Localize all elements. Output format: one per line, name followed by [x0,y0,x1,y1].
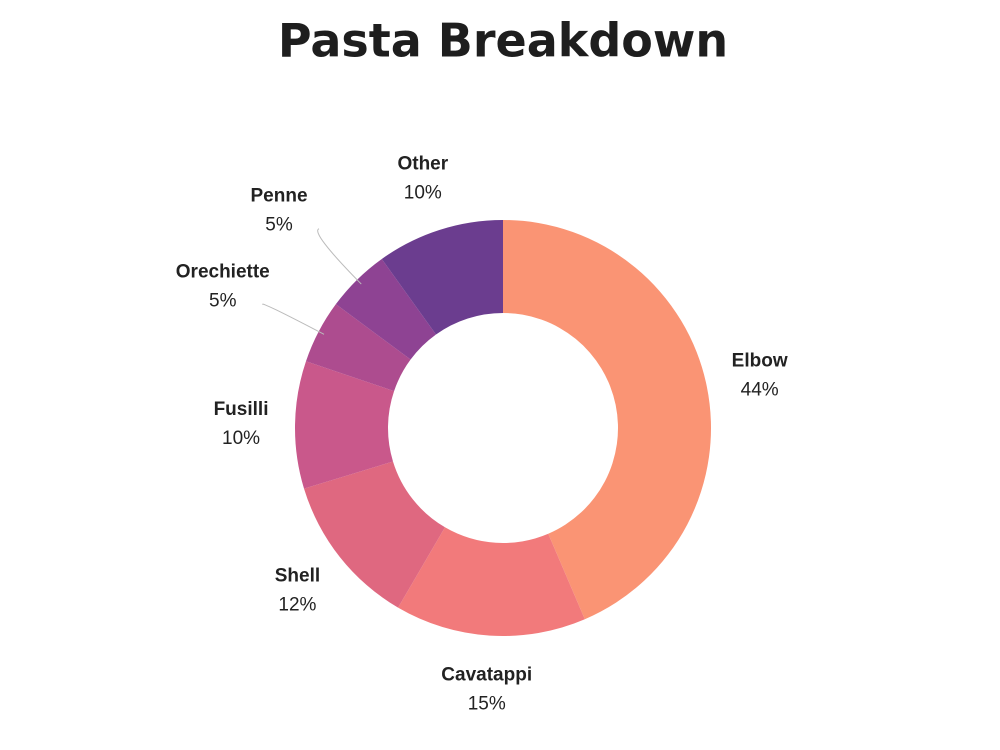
category-label: Orechiette [176,262,270,283]
value-label: 44% [741,379,779,400]
value-label: 10% [404,183,442,204]
slice [381,220,503,335]
leader-line [262,303,325,335]
value-label: 5% [265,215,293,236]
category-label: Penne [251,186,308,207]
value-label: 15% [468,694,506,715]
value-label: 10% [222,428,260,449]
slice [503,220,711,620]
slice [295,361,395,489]
slice [398,527,585,636]
slice [305,304,411,392]
category-label: Other [397,154,448,175]
leader-line [317,228,362,285]
slice [304,461,445,608]
chart-title: Pasta Breakdown [278,14,728,68]
value-label: 5% [209,291,237,312]
category-label: Shell [275,565,320,586]
category-label: Fusilli [214,399,269,420]
category-label: Cavatappi [441,665,532,686]
value-label: 12% [278,594,316,615]
category-label: Elbow [732,350,788,371]
